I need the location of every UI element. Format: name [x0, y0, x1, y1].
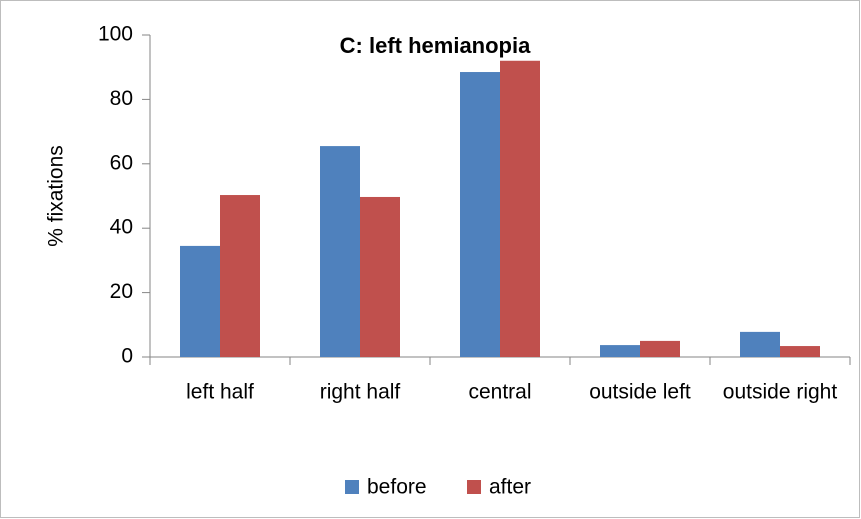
bar [500, 60, 540, 357]
y-axis-label: % fixations [45, 145, 68, 247]
y-tick-label: 20 [110, 280, 133, 303]
x-tick-label: outside right [723, 381, 838, 404]
bar [780, 346, 820, 357]
bar [180, 245, 220, 357]
bar [220, 195, 260, 357]
legend-swatch [345, 480, 359, 494]
bar [360, 196, 400, 357]
legend-label: after [489, 476, 531, 499]
x-tick-label: right half [320, 381, 401, 404]
y-tick-label: 0 [121, 345, 133, 368]
y-tick-label: 40 [110, 216, 133, 239]
bar [600, 345, 640, 357]
y-tick-label: 80 [110, 87, 133, 110]
bar [740, 331, 780, 357]
bar [320, 146, 360, 357]
x-tick-label: central [468, 381, 531, 404]
y-tick-label: 100 [98, 23, 133, 46]
legend-swatch [467, 480, 481, 494]
bar [640, 340, 680, 357]
x-tick-label: outside left [589, 381, 691, 404]
x-tick-label: left half [186, 381, 254, 404]
bar [460, 72, 500, 357]
y-tick-label: 60 [110, 151, 133, 174]
chart-title: C: left hemianopia [340, 33, 531, 58]
legend-label: before [367, 476, 427, 499]
